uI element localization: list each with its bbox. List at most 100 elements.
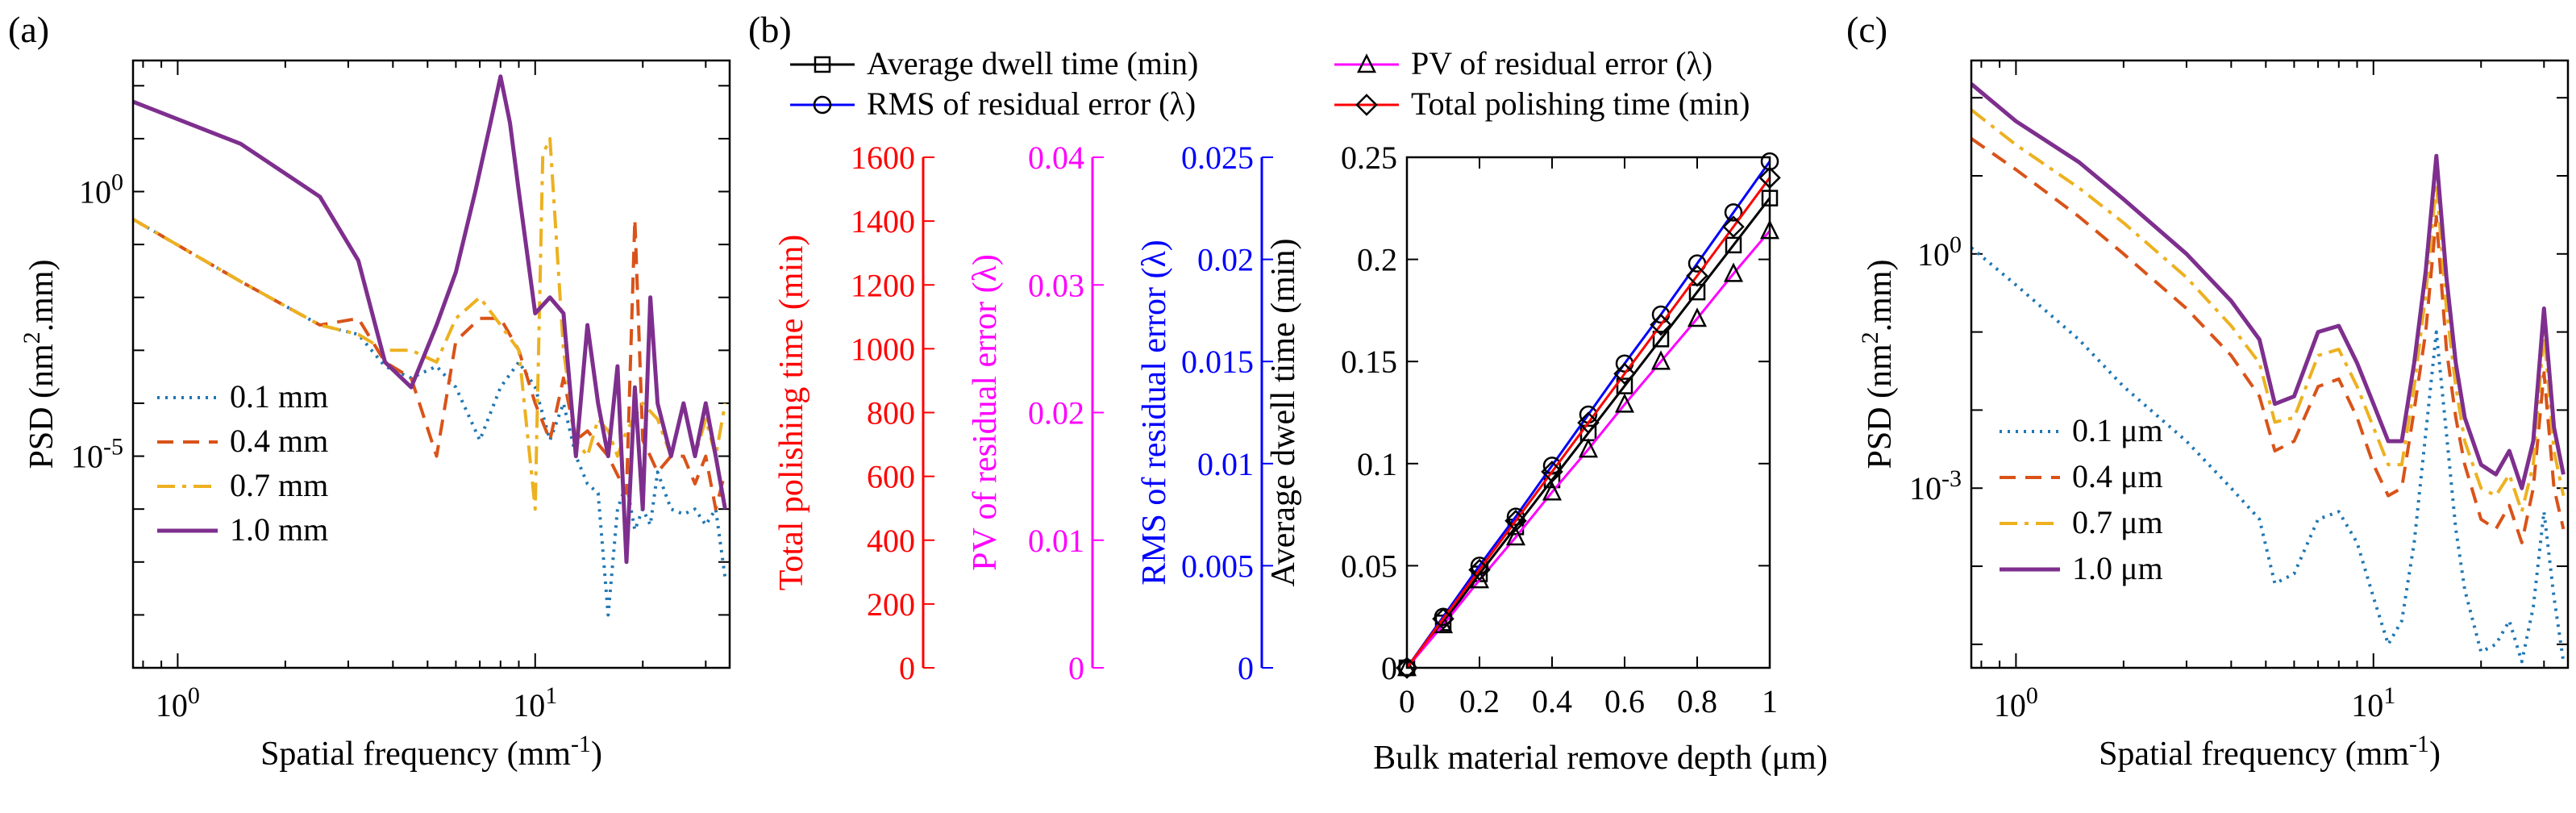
extra-axis-3-tick-label: 0 bbox=[1238, 650, 1254, 686]
panel-a-plot: 100 101 100 10-5 Spatial frequency (mm-1) PSD… bbox=[19, 59, 731, 773]
a-axes-box bbox=[131, 59, 731, 669]
extra-axis-1-tick-label: 200 bbox=[867, 586, 915, 623]
b-series-2-marker bbox=[1723, 262, 1744, 282]
b-series-1-marker bbox=[1652, 331, 1670, 348]
b-series-3-marker bbox=[1470, 557, 1489, 575]
b-legend-label: Average dwell time (min) bbox=[867, 45, 1198, 81]
b-y-tick-label: 0.05 bbox=[1341, 548, 1397, 584]
b-series-4-marker bbox=[1468, 558, 1491, 582]
extra-axis-3-title: RMS of residual error (λ) bbox=[1136, 240, 1173, 586]
a-series-2-line bbox=[133, 217, 727, 511]
extra-axis-2-tick-label: 0.01 bbox=[1028, 523, 1084, 559]
b-series-2-marker bbox=[1469, 569, 1490, 589]
b-x-tick-label: 0 bbox=[1399, 683, 1415, 719]
panel-b-label: (b) bbox=[748, 9, 792, 50]
b-x-tick-label: 0.8 bbox=[1677, 683, 1717, 719]
b-legend-marker bbox=[1355, 94, 1378, 116]
b-y-axis-title: Average dwell time (min) bbox=[1265, 239, 1302, 587]
a-series-group bbox=[133, 74, 727, 617]
b-series-2-marker bbox=[1614, 393, 1635, 413]
c-x-tick-label: 100 bbox=[1994, 682, 2038, 723]
b-x-tick-label: 0.6 bbox=[1604, 683, 1645, 719]
c-legend-label: 1.0 μm bbox=[2072, 550, 2163, 586]
b-series-4-marker bbox=[1396, 657, 1418, 679]
a-x-tick-label: 101 bbox=[513, 682, 557, 723]
b-series-4-marker bbox=[1504, 509, 1527, 532]
b-series-4-marker bbox=[1541, 461, 1563, 483]
b-series-4-marker bbox=[1613, 362, 1636, 386]
b-y-tick-label: 0.2 bbox=[1357, 242, 1397, 278]
b-series-2-marker bbox=[1505, 526, 1526, 546]
b-series-2-line bbox=[1405, 230, 1771, 669]
b-series-2-marker bbox=[1650, 350, 1671, 370]
a-x-axis-title: Spatial frequency (mm-1) bbox=[260, 731, 602, 773]
a-y-axis-title: PSD (nm2.mm) bbox=[19, 259, 60, 469]
a-legend-label: 0.1 mm bbox=[230, 378, 328, 415]
c-series-1-line bbox=[1971, 246, 2566, 664]
a-y-tick-label: 100 bbox=[79, 169, 123, 211]
c-legend-label: 0.1 μm bbox=[2072, 412, 2163, 448]
extra-axis-1-tick-label: 1200 bbox=[851, 267, 915, 303]
b-series-3-marker bbox=[1724, 203, 1743, 222]
extra-axis-1-tick-label: 1000 bbox=[851, 331, 915, 367]
a-legend-label: 0.4 mm bbox=[230, 423, 328, 459]
b-series-4-marker bbox=[1722, 215, 1745, 238]
c-series-4-line bbox=[1971, 82, 2566, 490]
extra-axis-2-title: PV of residual error (λ) bbox=[967, 254, 1004, 571]
extra-axis-1-title: Total polishing time (min) bbox=[773, 235, 810, 591]
b-series-1-marker bbox=[1725, 236, 1742, 254]
b-legend-label: PV of residual error (λ) bbox=[1411, 45, 1712, 81]
b-legend-label: RMS of residual error (λ) bbox=[867, 85, 1196, 122]
a-x-tick-label: 100 bbox=[156, 682, 200, 723]
a-legend-label: 0.7 mm bbox=[230, 467, 328, 503]
c-legend-label: 0.4 μm bbox=[2072, 458, 2163, 494]
b-x-tick-label: 0.2 bbox=[1459, 683, 1500, 719]
c-series-2-line bbox=[1971, 137, 2566, 544]
c-y-axis-title: PSD (nm2.mm) bbox=[1857, 259, 1899, 469]
c-legend-label: 0.7 μm bbox=[2072, 504, 2163, 540]
b-series-4-marker bbox=[1686, 265, 1708, 287]
b-legend-marker bbox=[1356, 53, 1377, 73]
b-x-axis-title: Bulk material remove depth (μm) bbox=[1373, 740, 1828, 777]
a-series-1-line bbox=[133, 218, 727, 617]
b-series-3-line bbox=[1405, 161, 1771, 669]
extra-axis-1-tick-label: 1600 bbox=[851, 140, 915, 176]
extra-axis-3-tick-label: 0.005 bbox=[1181, 548, 1254, 584]
b-x-tick-label: 1 bbox=[1762, 683, 1778, 719]
c-series-3-line bbox=[1971, 108, 2566, 514]
c-series-group bbox=[1971, 82, 2566, 664]
extra-axis-2-tick-label: 0 bbox=[1068, 650, 1084, 686]
b-axes-box bbox=[1405, 156, 1771, 669]
b-series-2-marker bbox=[1542, 481, 1563, 501]
a-series-4-line bbox=[133, 74, 727, 565]
extra-axis-3-tick-label: 0.02 bbox=[1197, 242, 1254, 278]
b-series-4-marker bbox=[1577, 411, 1600, 434]
panel-a-label: (a) bbox=[8, 9, 49, 50]
b-y-tick-label: 0.15 bbox=[1341, 344, 1397, 380]
b-y-tick-label: 0.1 bbox=[1357, 446, 1397, 482]
extra-axis-1-tick-label: 800 bbox=[867, 395, 915, 432]
a-legend-label: 1.0 mm bbox=[230, 511, 328, 548]
extra-axis-2-tick-label: 0.02 bbox=[1028, 395, 1084, 432]
c-x-axis-title: Spatial frequency (mm-1) bbox=[2099, 731, 2441, 773]
c-x-tick-label: 101 bbox=[2351, 682, 2395, 723]
b-series-2-marker bbox=[1687, 307, 1708, 327]
b-legend-marker bbox=[813, 95, 832, 115]
c-y-tick-label: 100 bbox=[1917, 231, 1962, 273]
b-legend-marker bbox=[814, 56, 831, 73]
extra-axis-3-tick-label: 0.025 bbox=[1181, 140, 1254, 176]
b-series-4-line bbox=[1405, 177, 1771, 669]
a-series-3-line bbox=[133, 136, 727, 511]
extra-axis-1-tick-label: 400 bbox=[867, 523, 915, 559]
b-y-tick-label: 0 bbox=[1381, 650, 1397, 686]
b-x-tick-label: 0.4 bbox=[1532, 683, 1572, 719]
b-series-4-marker bbox=[1650, 313, 1672, 336]
c-y-tick-label: 10-3 bbox=[1909, 465, 1962, 507]
b-series-2-marker bbox=[1578, 438, 1599, 458]
extra-axis-3-tick-label: 0.015 bbox=[1181, 344, 1254, 380]
extra-axis-1-tick-label: 1400 bbox=[851, 203, 915, 240]
extra-axis-1-tick-label: 600 bbox=[867, 459, 915, 495]
c-axes-box bbox=[1970, 59, 2570, 669]
extra-axis-3-tick-label: 0.01 bbox=[1197, 446, 1254, 482]
b-y-tick-label: 0.25 bbox=[1341, 140, 1397, 176]
